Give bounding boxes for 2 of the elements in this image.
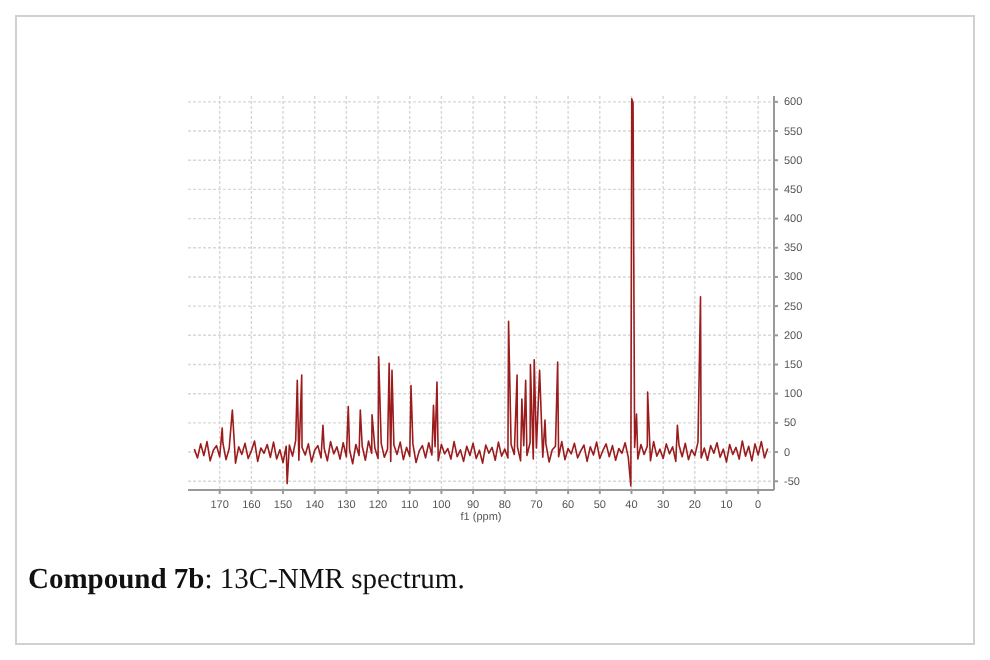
line-series	[193, 98, 769, 487]
text: Compound 7b: 13C-NMR spectrum.	[28, 564, 465, 596]
